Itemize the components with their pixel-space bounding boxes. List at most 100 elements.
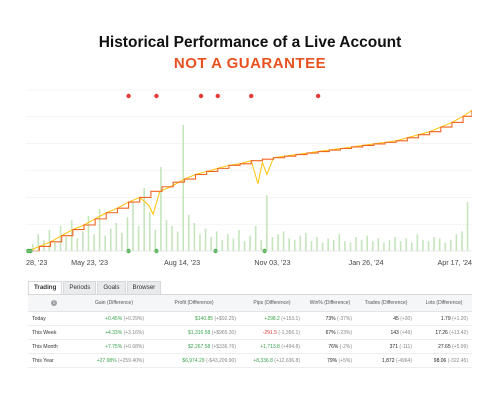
cell-difference: (+30)	[400, 315, 412, 322]
cell-difference: (-$43,209.90)	[205, 357, 236, 364]
tab-browser[interactable]: Browser	[126, 281, 162, 294]
table-cell: 371 (-111)	[356, 339, 416, 354]
table-header-row: i Gain (Difference) Profit (Difference) …	[28, 295, 472, 312]
table-row: This Year +27.98% (+259.40%) $6,974.29 (-$…	[28, 353, 472, 368]
volume-bar	[187, 214, 190, 251]
volume-bar	[98, 209, 101, 251]
cell-value: 79%	[327, 357, 338, 364]
tab-bar: Trading Periods Goals Browser	[28, 281, 162, 294]
cell-value: +1,713.8	[260, 343, 280, 350]
volume-bar	[143, 188, 145, 251]
cell-value: $140.85	[194, 315, 214, 322]
cell-difference: (-37%)	[336, 315, 352, 322]
cell-value: +0.45%	[105, 315, 123, 322]
x-tick-label: Jan 26, '24	[349, 258, 384, 267]
table-cell: 27.65 (+5.99)	[416, 339, 472, 354]
withdrawal-marker	[126, 93, 131, 99]
cell-difference: (-4964)	[395, 357, 412, 364]
column-header[interactable]: Trades (Difference)	[356, 295, 416, 312]
equity-line	[28, 109, 472, 252]
cell-value: 73%	[325, 315, 336, 322]
tab-trading[interactable]: Trading	[28, 281, 63, 294]
tab-periods[interactable]: Periods	[63, 281, 97, 294]
table-cell: 79% (+5%)	[304, 353, 356, 368]
cell-difference: (+49)	[400, 329, 412, 336]
volume-bar	[238, 230, 240, 251]
cell-value: 1.79	[440, 315, 451, 322]
volume-bar	[59, 225, 62, 251]
volume-bar	[254, 225, 257, 251]
column-header[interactable]: Lots (Difference)	[416, 295, 472, 312]
volume-bar	[121, 232, 123, 251]
table-cell: 1,872 (-4964)	[356, 353, 416, 368]
cell-value: 98.06	[433, 357, 447, 364]
cell-value: +8,336.8	[253, 357, 273, 364]
column-header[interactable]: Win% (Difference)	[304, 295, 356, 312]
cell-difference: (+3.16%)	[123, 329, 144, 336]
table-cell: +298.2 (+153.1)	[240, 311, 304, 326]
cell-difference: (-23%)	[336, 329, 352, 336]
volume-bar	[109, 228, 112, 251]
volume-bar	[327, 238, 329, 251]
page-title: Historical Performance of a Live Account	[98, 34, 402, 51]
cell-value: +27.98%	[96, 357, 117, 364]
table-cell: $6,974.29 (-$43,209.90)	[148, 353, 240, 368]
volume-bar	[293, 239, 296, 251]
volume-bar	[427, 241, 430, 251]
cell-value: 45	[393, 315, 399, 322]
info-icon[interactable]: i	[51, 300, 57, 306]
volume-bar	[332, 239, 335, 251]
cell-value: +7.75%	[105, 343, 123, 350]
cell-value: 371	[389, 343, 398, 350]
volume-bar	[249, 235, 251, 251]
column-header[interactable]: Profit (Difference)	[148, 295, 240, 312]
cell-value: +4.33%	[105, 329, 123, 336]
withdrawal-marker	[315, 93, 321, 99]
volume-bar	[227, 234, 229, 251]
cell-difference: (+494.8)	[281, 343, 300, 350]
table-cell: +4.33% (+3.16%)	[80, 325, 148, 340]
volume-bar	[288, 238, 290, 251]
volume-bar	[160, 167, 162, 251]
table-cell: +0.45% (+0.29%)	[80, 311, 148, 326]
cell-value: 76%	[328, 343, 339, 350]
table-cell: 98.06 (-322.45)	[416, 353, 472, 368]
volume-bar	[243, 241, 246, 251]
volume-bar	[43, 239, 45, 251]
stats-table-wrapper: i Gain (Difference) Profit (Difference) …	[28, 294, 472, 368]
volume-bar	[349, 242, 352, 251]
volume-bar	[210, 237, 212, 251]
x-tick-label: 28, '23	[26, 258, 47, 267]
table-row: This Month +7.75% (+0.68%) $2,267.58 (+$33…	[28, 339, 472, 354]
cell-difference: (+0.29%)	[123, 315, 144, 322]
volume-bar	[132, 202, 134, 251]
table-cell: +27.98% (+259.40%)	[80, 353, 148, 368]
volume-bar	[48, 230, 51, 251]
column-header[interactable]: Gain (Difference)	[80, 295, 148, 312]
table-cell: $2,267.58 (+$336.76)	[148, 339, 240, 354]
cell-difference: (+$92.25)	[214, 315, 236, 322]
volume-bar	[455, 234, 458, 251]
table-cell: +1,713.8 (+494.8)	[240, 339, 304, 354]
volume-bar	[405, 238, 408, 251]
table-cell: 45 (+30)	[356, 311, 416, 326]
volume-bar	[377, 238, 380, 251]
volume-bar	[232, 238, 235, 251]
info-header-cell: i	[28, 295, 80, 312]
column-header[interactable]: Pips (Difference)	[240, 295, 304, 312]
stats-table: i Gain (Difference) Profit (Difference) …	[28, 295, 472, 368]
cell-difference: (+0.68%)	[123, 343, 144, 350]
cell-difference: (-1,356.1)	[278, 329, 300, 336]
cell-difference: (-111)	[399, 343, 412, 350]
volume-bar	[93, 234, 95, 251]
tab-goals[interactable]: Goals	[97, 281, 126, 294]
volume-bar	[54, 242, 56, 251]
table-cell: +8,336.8 (+12,636.8)	[240, 353, 304, 368]
withdrawal-marker	[198, 93, 204, 99]
x-tick-label: Apr 17, '24	[437, 258, 472, 267]
volume-bar	[182, 125, 185, 251]
volume-bar	[204, 228, 207, 251]
volume-bar	[316, 237, 318, 251]
volume-bar	[126, 217, 129, 251]
volume-bar	[360, 239, 363, 251]
